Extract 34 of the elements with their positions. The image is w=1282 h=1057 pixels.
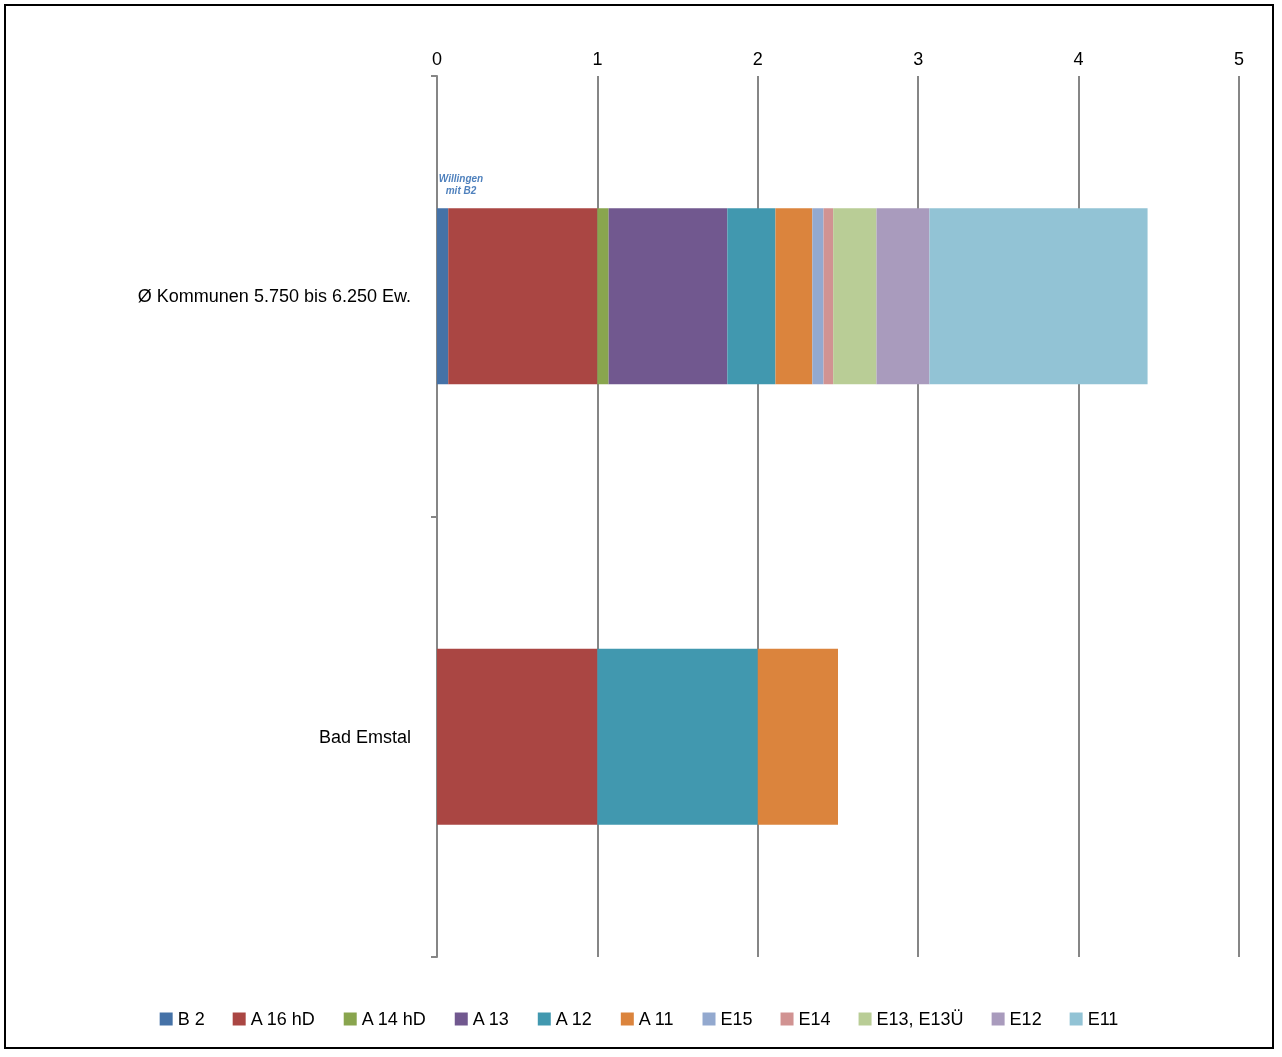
bar: [608, 208, 728, 385]
legend-label: A 13: [472, 1009, 509, 1029]
x-tick-label: 3: [913, 49, 924, 69]
bar: [929, 208, 1148, 385]
bar: [757, 648, 838, 825]
x-tick-label: 4: [1073, 49, 1084, 69]
legend-label: A 12: [555, 1009, 592, 1029]
bar: [448, 208, 598, 385]
x-tick-label: 0: [431, 49, 443, 69]
legend-label: A 14 hD: [361, 1009, 426, 1029]
legend-label: A 16 hD: [250, 1009, 315, 1029]
x-tick-label: 2: [752, 49, 763, 69]
annotation: Willingen mit B2: [438, 172, 484, 196]
bar: [727, 208, 776, 385]
bar: [597, 648, 758, 825]
bar: [775, 208, 813, 385]
y-tick-label: Bad Emstal: [318, 726, 411, 747]
bar: [812, 208, 824, 385]
legend-label: E14: [798, 1009, 831, 1029]
legend-label: E11: [1087, 1009, 1119, 1029]
y-tick-label: Ø Kommunen 5.750 bis 6.250 Ew.: [137, 286, 411, 307]
bar: [833, 208, 877, 385]
bar: [876, 208, 930, 385]
legend-label: A 11: [638, 1009, 674, 1029]
bar: [437, 648, 598, 825]
bar: [823, 208, 834, 385]
bar: [597, 208, 609, 385]
legend-label: B 2: [177, 1009, 205, 1029]
legend-label: E13, E13Ü: [876, 1009, 964, 1029]
legend-label: E12: [1009, 1009, 1042, 1029]
bar: [437, 208, 449, 385]
x-tick-label: 1: [592, 49, 603, 69]
legend-label: E15: [720, 1009, 753, 1029]
x-tick-label: 5: [1233, 49, 1245, 69]
